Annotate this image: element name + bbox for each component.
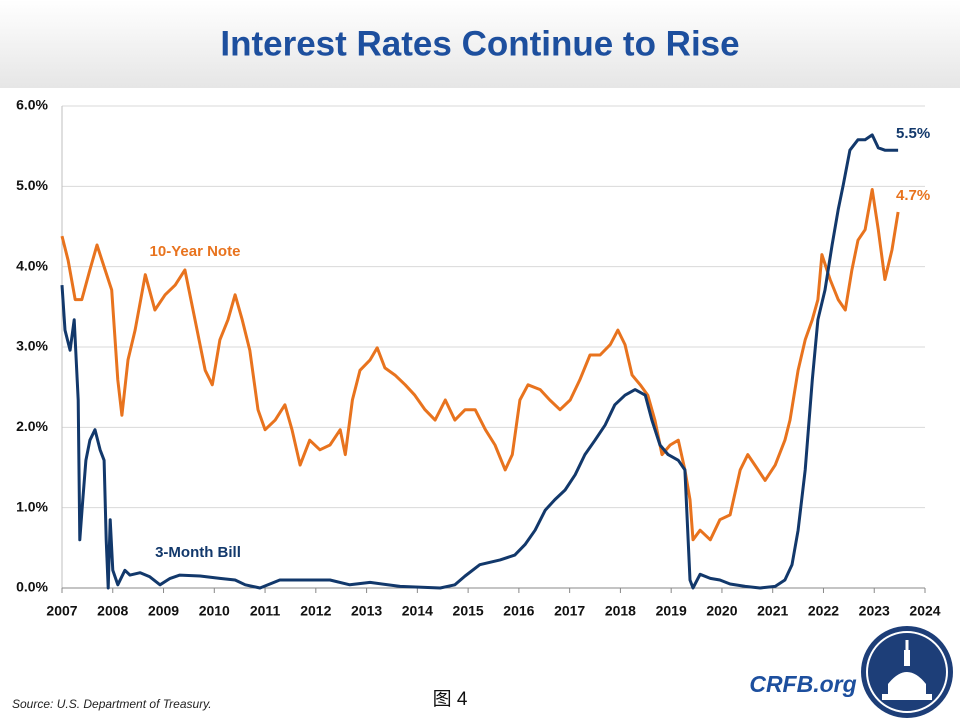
x-tick-label: 2008	[97, 603, 128, 619]
x-tick-label: 2023	[859, 603, 890, 619]
y-tick-label: 1.0%	[16, 498, 48, 514]
x-tick-label: 2013	[351, 603, 382, 619]
x-tick-label: 2016	[503, 603, 534, 619]
y-tick-label: 0.0%	[16, 579, 48, 595]
y-tick-label: 2.0%	[16, 418, 48, 434]
y-tick-label: 3.0%	[16, 338, 48, 354]
end-label: 5.5%	[896, 125, 930, 142]
x-tick-label: 2017	[554, 603, 585, 619]
x-tick-label: 2019	[656, 603, 687, 619]
x-tick-label: 2010	[199, 603, 230, 619]
chart-title: Interest Rates Continue to Rise	[220, 24, 739, 63]
x-tick-label: 2012	[300, 603, 331, 619]
series-line	[60, 188, 900, 542]
x-tick-label: 2015	[453, 603, 484, 619]
y-tick-label: 6.0%	[16, 97, 48, 113]
series-label: 10-Year Note	[150, 243, 241, 260]
x-tick-label: 2018	[605, 603, 636, 619]
logo	[861, 626, 953, 718]
x-tick-label: 2014	[402, 603, 433, 619]
end-label: 4.7%	[896, 187, 930, 204]
x-tick-label: 2022	[808, 603, 839, 619]
y-tick-label: 4.0%	[16, 257, 48, 273]
x-tick-label: 2024	[909, 603, 940, 619]
series-line	[60, 133, 899, 590]
brand: CRFB.org	[749, 671, 856, 697]
y-tick-label: 5.0%	[16, 177, 48, 193]
series-label: 3-Month Bill	[155, 544, 241, 561]
header-band	[0, 0, 960, 88]
x-tick-label: 2011	[250, 603, 281, 619]
source-note: Source: U.S. Department of Treasury.	[12, 697, 212, 711]
figure-label: 图 4	[433, 689, 468, 710]
x-tick-label: 2020	[706, 603, 737, 619]
x-tick-label: 2007	[46, 603, 77, 619]
x-tick-label: 2009	[148, 603, 179, 619]
x-tick-label: 2021	[757, 603, 788, 619]
